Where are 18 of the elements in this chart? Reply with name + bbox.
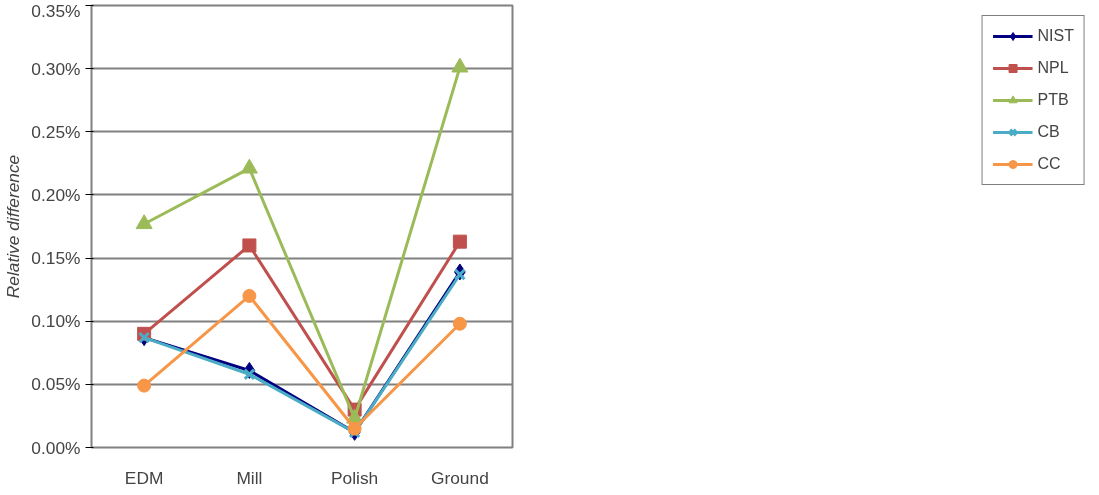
- y-tick-label: 0.10%: [31, 311, 81, 332]
- x-tick-label: Polish: [331, 467, 379, 488]
- legend-label: CC: [1037, 155, 1061, 173]
- legend-label: PTB: [1037, 91, 1069, 109]
- y-tick-label: 0.05%: [31, 374, 81, 395]
- legend-label: CB: [1037, 123, 1060, 141]
- y-tick-label: 0.25%: [31, 121, 81, 142]
- legend-label: NIST: [1037, 27, 1074, 45]
- y-tick-label: 0.15%: [31, 248, 81, 269]
- x-tick-label: Ground: [430, 467, 489, 488]
- y-axis-title: Relative difference: [3, 154, 24, 299]
- x-tick-label: EDM: [124, 467, 164, 488]
- y-tick-label: 0.30%: [31, 58, 81, 79]
- y-tick-label: 0.00%: [31, 437, 81, 458]
- y-tick-label: 0.35%: [31, 0, 81, 21]
- y-tick-label: 0.20%: [31, 184, 81, 205]
- legend-label: NPL: [1037, 59, 1069, 77]
- x-tick-label: Mill: [236, 467, 263, 488]
